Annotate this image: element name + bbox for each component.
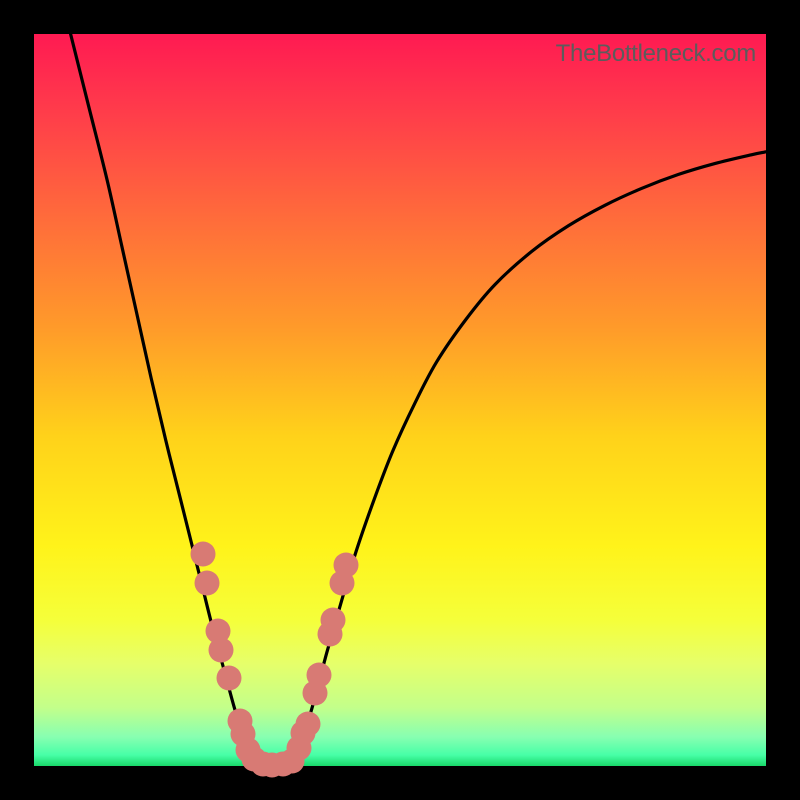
data-point-marker (209, 637, 234, 662)
data-point-marker (191, 541, 216, 566)
data-point-marker (195, 571, 220, 596)
bottleneck-curve (71, 34, 766, 766)
data-point-marker (333, 552, 358, 577)
plot-area (34, 34, 766, 766)
curve-svg-layer (34, 34, 766, 766)
watermark-text: TheBottleneck.com (556, 40, 756, 68)
data-point-marker (216, 666, 241, 691)
data-point-marker (321, 607, 346, 632)
data-point-marker (307, 662, 332, 687)
data-point-marker (295, 711, 320, 736)
chart-frame: TheBottleneck.com (0, 0, 800, 800)
